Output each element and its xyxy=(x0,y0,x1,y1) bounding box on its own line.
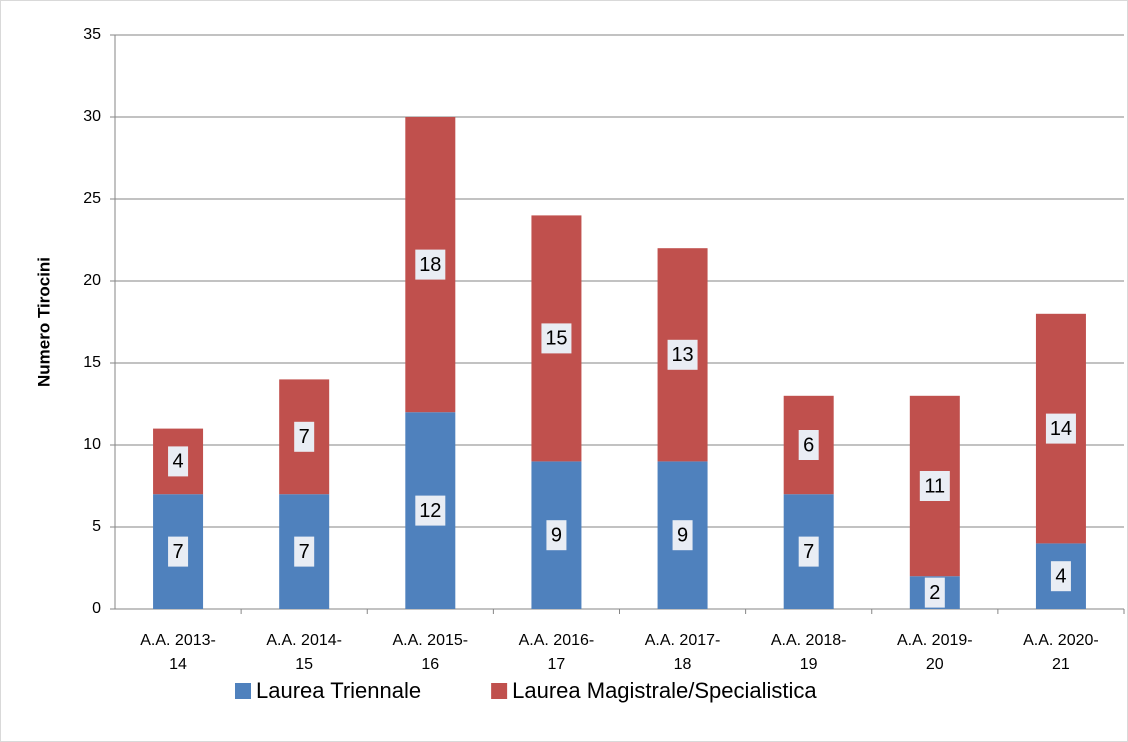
data-label: 6 xyxy=(803,434,814,456)
x-tick-label: A.A. 2016-17 xyxy=(518,632,595,673)
data-label: 7 xyxy=(299,541,310,563)
data-label-box xyxy=(415,249,446,280)
data-label: 2 xyxy=(929,582,940,604)
data-label: 9 xyxy=(677,524,688,546)
data-label-box xyxy=(294,421,315,452)
legend-swatch xyxy=(235,683,251,699)
data-label: 4 xyxy=(1055,565,1066,587)
y-tick-label: 5 xyxy=(92,518,101,535)
y-tick-label: 20 xyxy=(83,272,101,289)
y-tick-label: 35 xyxy=(83,26,101,43)
x-tick-label: A.A. 2015-16 xyxy=(392,632,469,673)
data-label: 7 xyxy=(299,426,310,448)
data-label-box xyxy=(168,536,189,567)
data-label-box xyxy=(798,536,819,567)
data-label-box xyxy=(667,339,698,370)
data-label: 15 xyxy=(545,328,567,350)
x-tick-label: A.A. 2017-18 xyxy=(644,632,721,673)
x-tick-label: A.A. 2013-14 xyxy=(140,632,216,673)
x-tick-label: A.A. 2018-19 xyxy=(770,632,847,673)
data-label: 18 xyxy=(419,254,441,276)
legend-label: Laurea Triennale xyxy=(256,678,421,703)
data-label-box xyxy=(798,430,819,460)
y-tick-label: 10 xyxy=(83,436,101,453)
data-label-box xyxy=(1045,413,1076,444)
y-axis-title: Numero Tirocini xyxy=(34,257,53,387)
data-label-box xyxy=(541,323,572,354)
data-label-box xyxy=(294,536,315,567)
data-label: 14 xyxy=(1050,418,1072,440)
y-tick-label: 15 xyxy=(83,354,101,371)
data-label-box xyxy=(1050,561,1071,592)
data-label: 13 xyxy=(671,344,693,366)
data-label: 12 xyxy=(419,500,441,522)
legend-label: Laurea Magistrale/Specialistica xyxy=(512,678,817,703)
data-label-box xyxy=(168,446,189,477)
data-label: 7 xyxy=(803,541,814,563)
data-label-box xyxy=(919,471,950,501)
x-tick-label: A.A. 2020-21 xyxy=(1023,632,1099,673)
data-label: 7 xyxy=(173,541,184,563)
data-label-box xyxy=(924,577,945,608)
data-label: 9 xyxy=(551,524,562,546)
x-tick-label: A.A. 2019-20 xyxy=(897,632,973,673)
x-tick-label: A.A. 2014-15 xyxy=(266,632,342,673)
legend-swatch xyxy=(491,683,508,699)
y-tick-label: 0 xyxy=(92,600,101,617)
data-label-box xyxy=(672,520,693,551)
y-tick-label: 25 xyxy=(83,190,101,207)
y-tick-label: 30 xyxy=(83,108,101,125)
data-label-box xyxy=(546,520,567,551)
data-label: 11 xyxy=(924,475,945,497)
data-label-box xyxy=(415,495,446,526)
data-label: 4 xyxy=(173,451,184,473)
